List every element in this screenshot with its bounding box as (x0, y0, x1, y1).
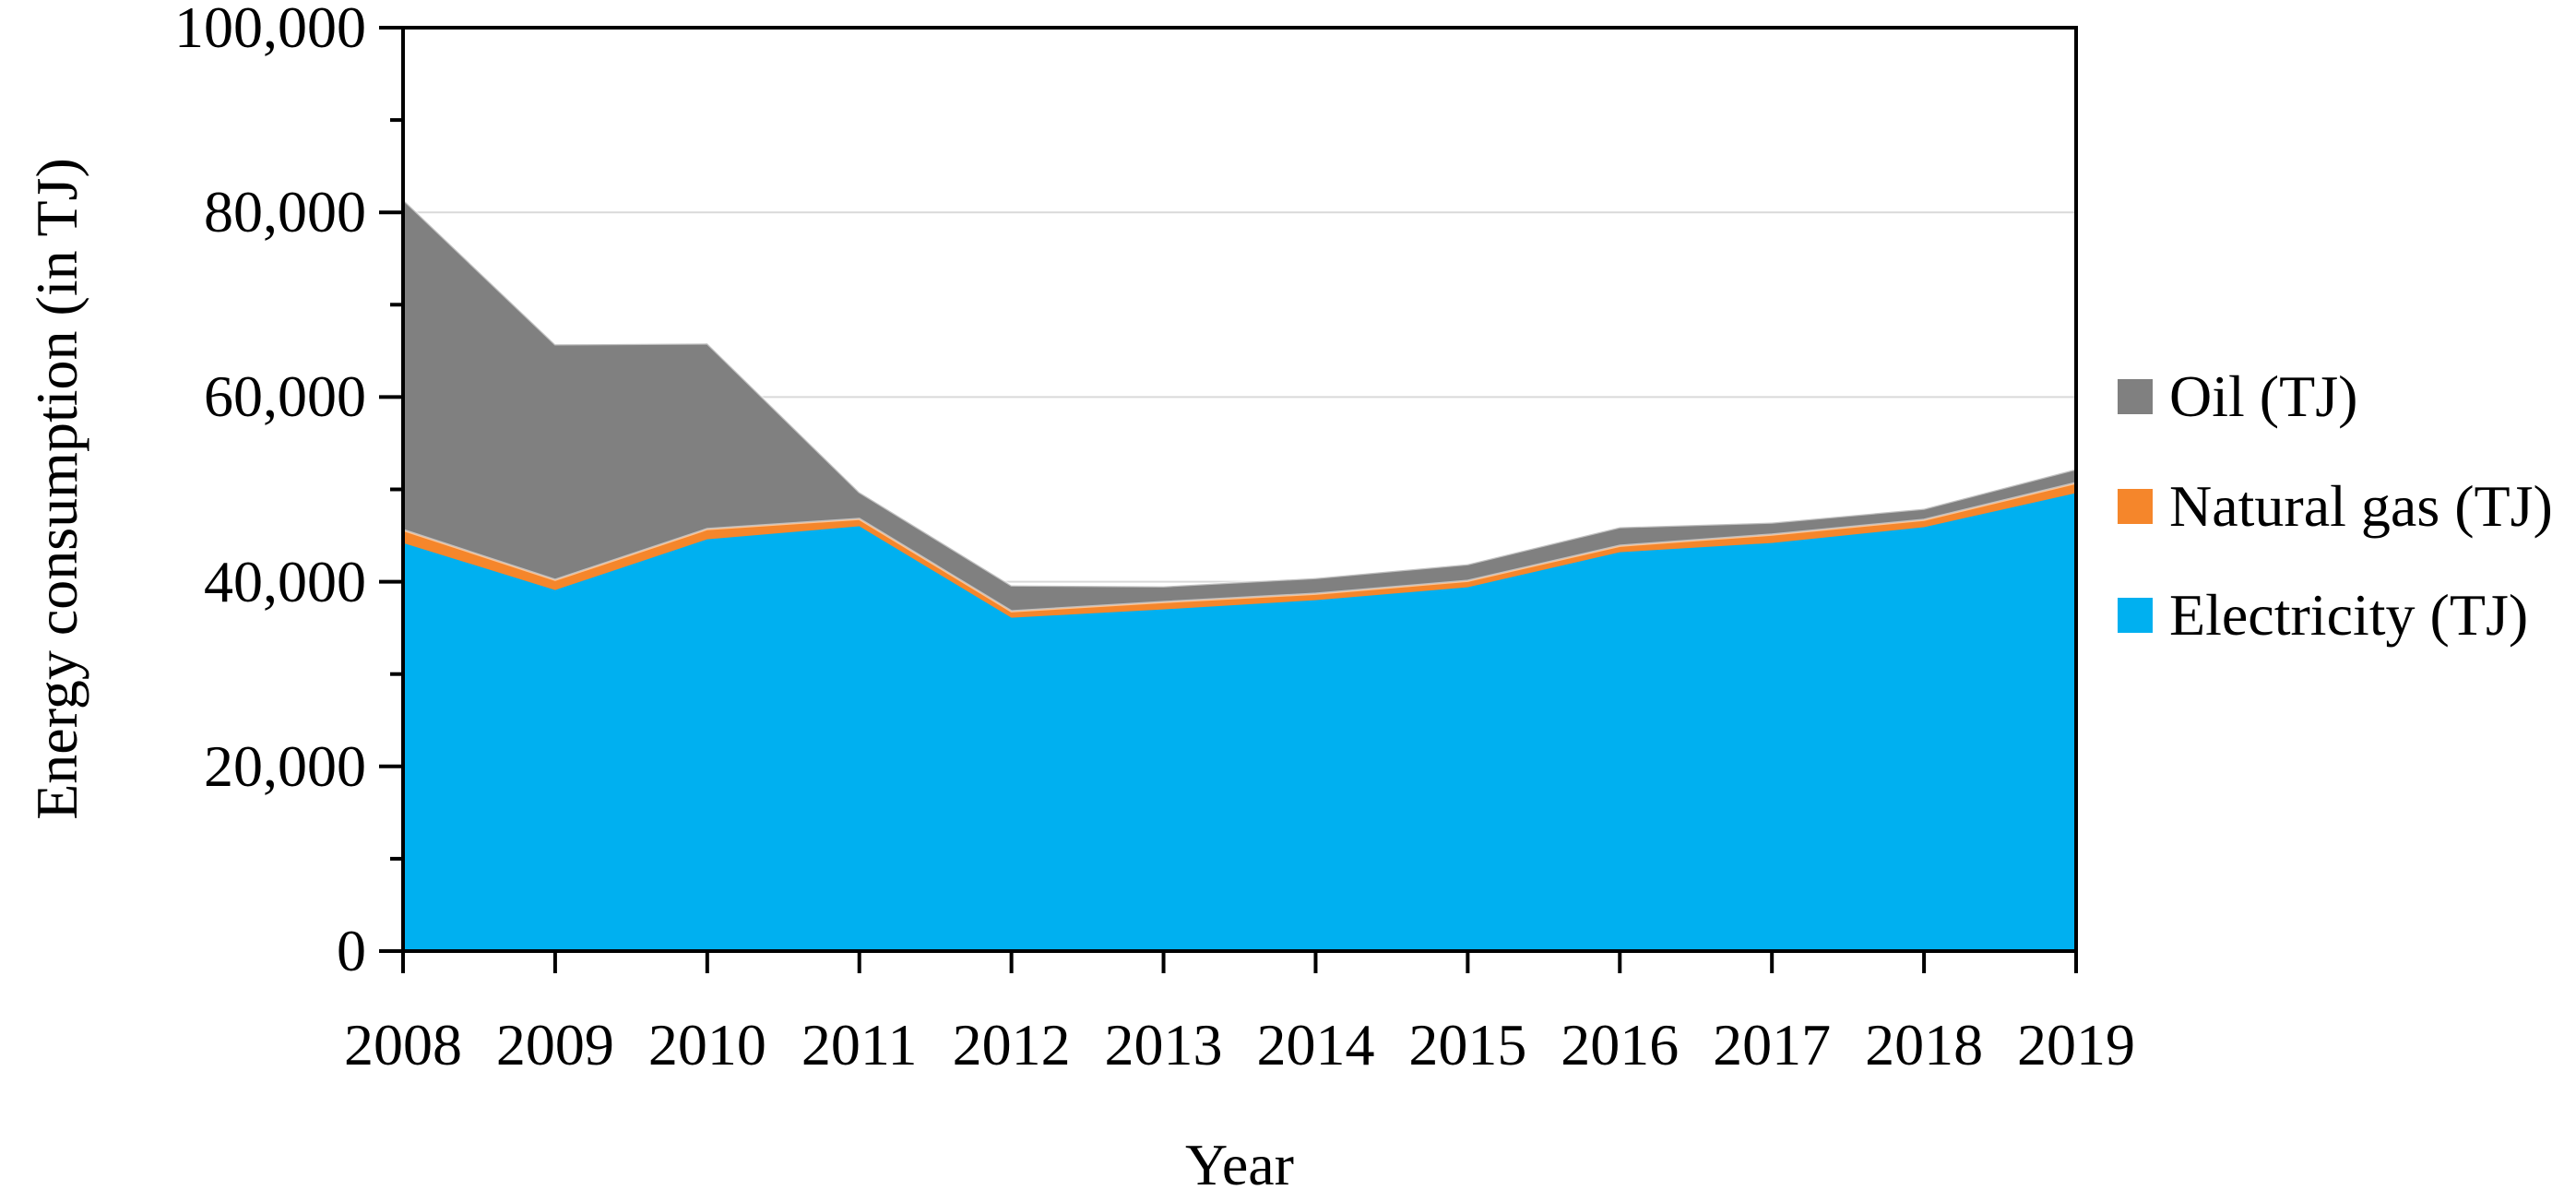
area-edge-highlight (402, 482, 2077, 613)
legend-label-electricity-tj: Electricity (TJ) (2169, 582, 2529, 648)
x-tick-label-2014: 2014 (1256, 1012, 1375, 1077)
y-tick-label: 100,000 (174, 0, 366, 60)
legend-label-oil-tj: Oil (TJ) (2169, 363, 2358, 429)
y-tick-label: 40,000 (204, 548, 366, 614)
y-tick-label: 60,000 (204, 363, 366, 430)
x-tick-label-2013: 2013 (1104, 1012, 1223, 1077)
x-axis-title: Year (1185, 1132, 1294, 1197)
legend-label-natural-gas-tj: Natural gas (TJ) (2169, 472, 2553, 539)
x-tick-label-2009: 2009 (495, 1012, 614, 1077)
x-tick-label-2012: 2012 (952, 1012, 1071, 1077)
x-tick-label-2017: 2017 (1713, 1012, 1832, 1077)
x-tick-label-2008: 2008 (344, 1012, 462, 1077)
legend-swatch-electricity-tj (2118, 598, 2153, 633)
y-tick-label: 0 (337, 918, 366, 983)
legend-swatch-oil-tj (2118, 379, 2153, 414)
y-axis-title: Energy consumption (in TJ) (24, 158, 89, 820)
legend-swatch-natural-gas-tj (2118, 488, 2153, 524)
x-tick-label-2016: 2016 (1561, 1012, 1680, 1077)
area-electricity-tj (403, 493, 2076, 951)
x-tick-label-2015: 2015 (1408, 1012, 1527, 1077)
area-edge-highlight (402, 198, 2077, 588)
x-tick-label-2011: 2011 (801, 1012, 918, 1077)
x-tick-label-2010: 2010 (647, 1012, 766, 1077)
y-tick-label: 80,000 (204, 179, 366, 245)
x-tick-label-2018: 2018 (1865, 1012, 1984, 1077)
y-tick-label: 20,000 (204, 732, 366, 799)
x-tick-label-2019: 2019 (2017, 1012, 2135, 1077)
